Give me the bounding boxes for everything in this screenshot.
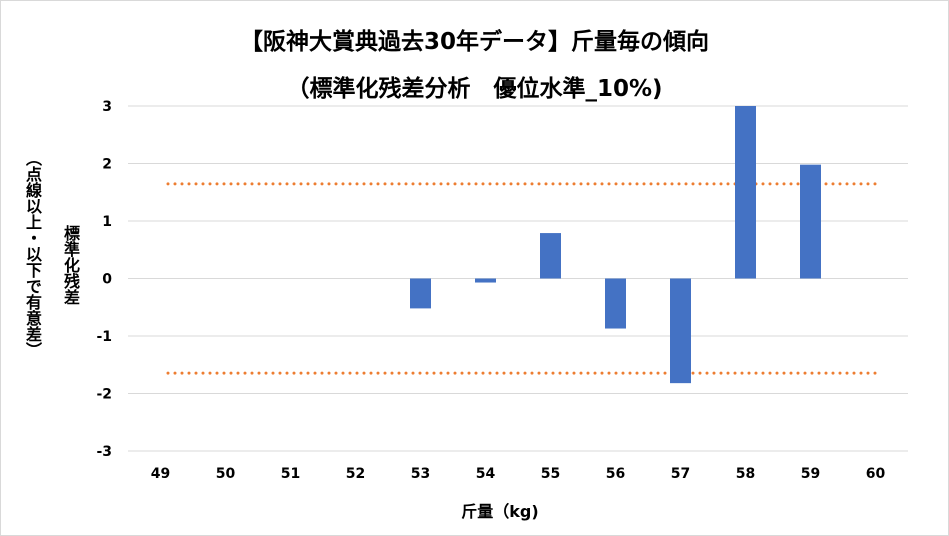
x-tick-label: 55: [541, 466, 560, 482]
bar: [800, 164, 821, 279]
chart-subtitle: （標準化残差分析 優位水準_10%): [286, 76, 663, 102]
x-tick-label: 58: [736, 466, 755, 482]
y-axis-sublabel: （点線以上・以下で有意差）: [23, 150, 42, 358]
bar: [410, 278, 431, 309]
y-tick-label: 0: [102, 272, 112, 288]
x-tick-label: 53: [411, 466, 430, 482]
y-tick-label: -1: [96, 329, 112, 345]
bar: [540, 233, 561, 279]
x-tick-label: 51: [281, 466, 300, 482]
x-tick-label: 60: [866, 466, 886, 482]
y-tick-label: 2: [102, 157, 112, 173]
x-tick-label: 52: [346, 466, 365, 482]
y-axis-label: 標準化残差: [61, 225, 80, 305]
x-tick-label: 50: [216, 466, 236, 482]
x-tick-label: 59: [801, 466, 820, 482]
bar: [475, 278, 496, 283]
y-tick-label: -3: [96, 444, 112, 460]
y-tick-label: 1: [102, 214, 112, 230]
x-tick-label: 56: [606, 466, 625, 482]
y-tick-label: 3: [102, 99, 112, 115]
x-tick-label: 49: [151, 466, 170, 482]
x-axis-label: 斤量（kg): [461, 502, 539, 521]
y-tick-label: -2: [96, 387, 112, 403]
bar: [670, 278, 691, 384]
chart-title: 【阪神大賞典過去30年データ】斤量毎の傾向: [239, 29, 709, 55]
x-tick-label: 57: [671, 466, 690, 482]
bar: [605, 278, 626, 329]
x-tick-label: 54: [476, 466, 496, 482]
bar: [735, 106, 756, 279]
